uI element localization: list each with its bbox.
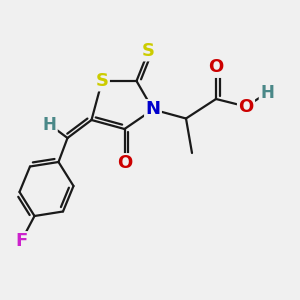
Text: S: S — [95, 72, 109, 90]
Text: O: O — [208, 58, 224, 76]
Text: H: H — [260, 84, 274, 102]
Text: F: F — [15, 232, 27, 250]
Text: H: H — [43, 116, 56, 134]
Text: O: O — [238, 98, 253, 116]
Text: N: N — [146, 100, 160, 118]
Text: S: S — [142, 42, 155, 60]
Text: O: O — [117, 154, 132, 172]
